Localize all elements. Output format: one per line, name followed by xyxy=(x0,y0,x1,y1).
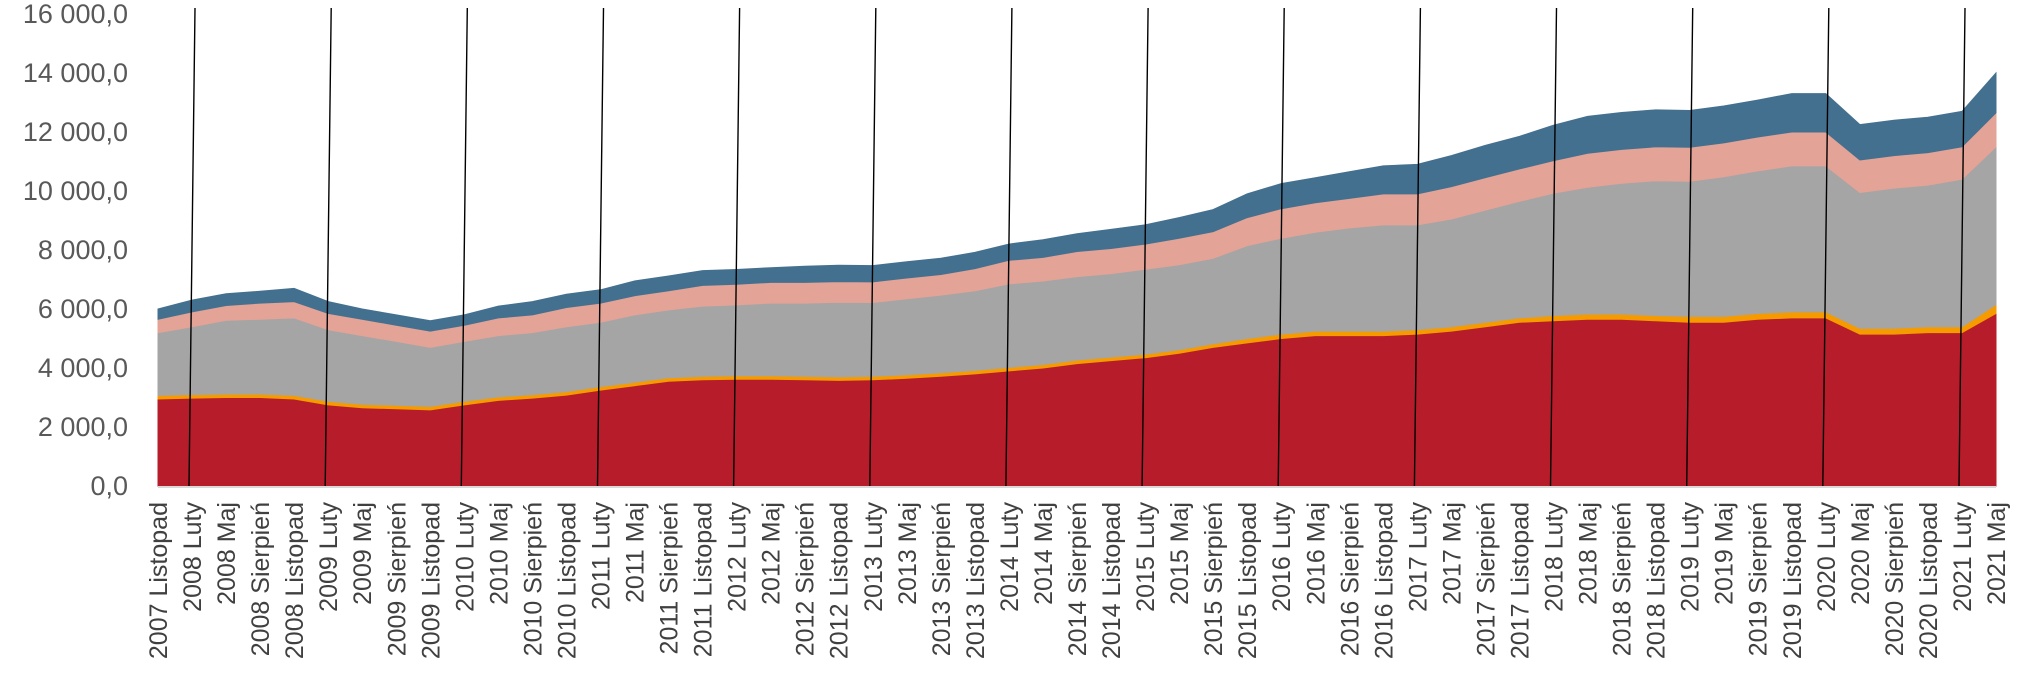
y-tick-label: 12 000,0 xyxy=(23,117,128,147)
year-divider-lines xyxy=(188,7,1966,487)
x-tick-label: 2020 Sierpień xyxy=(1881,502,1909,656)
x-tick-label: 2010 Luty xyxy=(451,502,479,612)
x-tick-label: 2016 Sierpień xyxy=(1336,502,1364,656)
x-tick-label: 2008 Maj xyxy=(213,502,241,605)
x-axis-ticks: 2007 Listopad 2008 Luty 2008 Maj 2008 Sierp… xyxy=(145,502,2011,660)
x-tick-label: 2014 Luty xyxy=(996,502,1024,612)
x-tick-label: 2019 Luty xyxy=(1677,502,1705,612)
y-tick-label: 14 000,0 xyxy=(23,58,128,88)
x-tick-label: 2011 Luty xyxy=(588,502,616,610)
x-tick-label: 2018 Listopad xyxy=(1643,502,1671,659)
x-tick-label: 2012 Listopad xyxy=(826,502,854,659)
x-tick-label: 2009 Maj xyxy=(349,502,377,605)
x-tick-label: 2013 Listopad xyxy=(962,502,990,659)
x-tick-label: 2011 Maj xyxy=(622,502,650,603)
divider-line-33 xyxy=(1277,7,1285,487)
x-tick-label: 2017 Listopad xyxy=(1507,502,1535,659)
divider-line-21 xyxy=(869,7,877,487)
x-tick-label: 2007 Listopad xyxy=(145,502,173,659)
x-tick-label: 2015 Listopad xyxy=(1234,502,1262,659)
y-tick-label: 0,0 xyxy=(90,471,128,501)
x-tick-label: 2020 Maj xyxy=(1847,502,1875,605)
divider-line-25 xyxy=(1005,7,1013,487)
x-tick-label: 2009 Luty xyxy=(315,502,343,612)
x-tick-label: 2016 Listopad xyxy=(1370,502,1398,659)
x-tick-label: 2010 Maj xyxy=(485,502,513,605)
x-tick-label: 2018 Luty xyxy=(1541,502,1569,612)
divider-line-17 xyxy=(732,7,741,487)
area-layers xyxy=(157,71,1997,487)
x-tick-label: 2011 Sierpień xyxy=(656,502,684,654)
x-tick-label: 2014 Listopad xyxy=(1098,502,1126,659)
divider-line-37 xyxy=(1413,7,1422,487)
x-tick-label: 2010 Sierpień xyxy=(519,502,547,656)
divider-line-41 xyxy=(1549,7,1558,487)
divider-line-9 xyxy=(460,7,468,487)
x-tick-label: 2012 Sierpień xyxy=(792,502,820,656)
x-tick-label: 2018 Maj xyxy=(1575,502,1603,605)
x-tick-label: 2010 Listopad xyxy=(553,502,581,659)
x-tick-label: 2013 Maj xyxy=(894,502,922,605)
area-series-4 xyxy=(157,71,1997,332)
x-tick-label: 2012 Maj xyxy=(758,502,786,605)
x-tick-label: 2019 Listopad xyxy=(1779,502,1807,659)
x-tick-label: 2009 Sierpień xyxy=(383,502,411,656)
y-tick-label: 10 000,0 xyxy=(23,176,128,206)
y-axis-ticks: 0,0 2 000,0 4 000,0 6 000,0 8 000,0 10 000,0 1… xyxy=(23,0,128,501)
divider-line-53 xyxy=(1958,7,1966,487)
y-tick-label: 2 000,0 xyxy=(38,412,128,442)
x-tick-label: 2021 Maj xyxy=(1983,502,2011,605)
divider-line-5 xyxy=(324,7,332,487)
divider-line-1 xyxy=(188,7,196,487)
x-tick-label: 2016 Luty xyxy=(1268,502,1296,612)
x-tick-label: 2008 Listopad xyxy=(281,502,309,659)
x-tick-label: 2012 Luty xyxy=(724,502,752,612)
x-tick-label: 2009 Listopad xyxy=(417,502,445,659)
x-tick-label: 2017 Sierpień xyxy=(1472,502,1500,656)
x-tick-label: 2019 Sierpień xyxy=(1745,502,1773,656)
x-tick-label: 2014 Sierpień xyxy=(1064,502,1092,656)
divider-line-49 xyxy=(1822,7,1830,487)
x-tick-label: 2018 Sierpień xyxy=(1609,502,1637,656)
x-tick-label: 2008 Sierpień xyxy=(247,502,275,656)
x-tick-label: 2017 Maj xyxy=(1438,502,1466,605)
divider-line-45 xyxy=(1686,7,1694,487)
x-tick-label: 2020 Luty xyxy=(1813,502,1841,612)
x-tick-label: 2015 Sierpień xyxy=(1200,502,1228,656)
y-tick-label: 4 000,0 xyxy=(38,353,128,383)
x-tick-label: 2008 Luty xyxy=(179,502,207,612)
divider-line-13 xyxy=(596,7,605,487)
y-tick-label: 16 000,0 xyxy=(23,0,128,29)
x-tick-label: 2020 Listopad xyxy=(1915,502,1943,659)
x-tick-label: 2011 Listopad xyxy=(690,502,718,657)
y-tick-label: 6 000,0 xyxy=(38,294,128,324)
divider-line-29 xyxy=(1141,7,1149,487)
x-tick-label: 2013 Luty xyxy=(860,502,888,612)
x-tick-label: 2013 Sierpień xyxy=(928,502,956,656)
y-tick-label: 8 000,0 xyxy=(38,235,128,265)
x-tick-label: 2016 Maj xyxy=(1302,502,1330,605)
x-tick-label: 2019 Maj xyxy=(1711,502,1739,605)
x-tick-label: 2015 Luty xyxy=(1132,502,1160,612)
x-tick-label: 2015 Maj xyxy=(1166,502,1194,605)
x-tick-label: 2014 Maj xyxy=(1030,502,1058,605)
x-tick-label: 2021 Luty xyxy=(1949,502,1977,612)
x-tick-label: 2017 Luty xyxy=(1404,502,1432,612)
